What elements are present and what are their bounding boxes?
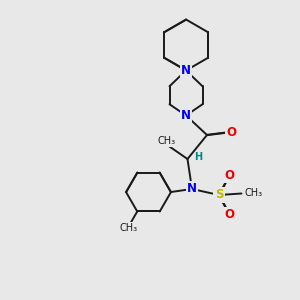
Text: CH₃: CH₃ (120, 223, 138, 233)
Text: O: O (226, 125, 236, 139)
Text: S: S (215, 188, 223, 202)
Text: CH₃: CH₃ (158, 136, 175, 146)
Text: S: S (215, 188, 223, 202)
Text: N: N (187, 182, 197, 196)
Text: N: N (181, 64, 191, 77)
Text: N: N (181, 109, 191, 122)
Text: N: N (181, 64, 191, 77)
Text: O: O (224, 208, 235, 221)
Text: O: O (224, 169, 235, 182)
Text: O: O (224, 169, 235, 182)
Text: CH₃: CH₃ (120, 223, 138, 233)
Text: O: O (226, 125, 236, 139)
Text: O: O (224, 208, 235, 221)
Text: H: H (194, 152, 202, 163)
Text: N: N (181, 109, 191, 122)
Text: N: N (187, 182, 197, 196)
Text: CH₃: CH₃ (158, 136, 175, 146)
Text: CH₃: CH₃ (244, 188, 262, 199)
Text: CH₃: CH₃ (244, 188, 262, 199)
